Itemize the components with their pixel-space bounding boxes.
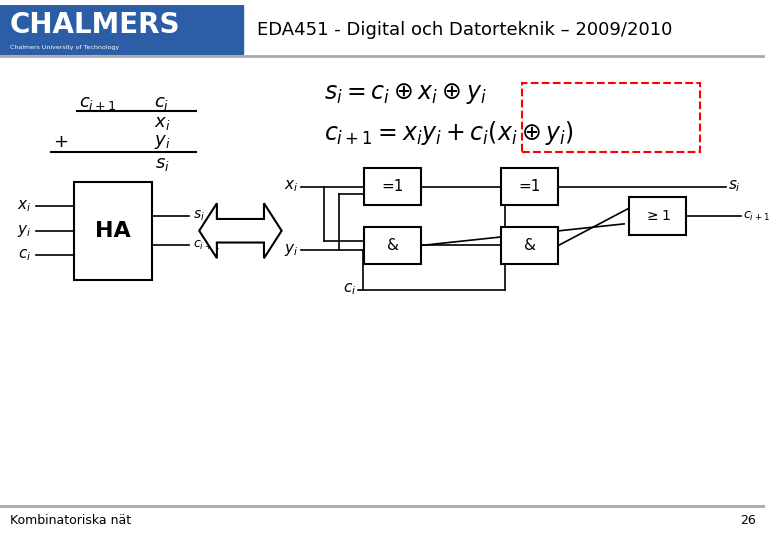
Text: $c_{i+1}$: $c_{i+1}$ (193, 239, 220, 252)
Text: $x_i$: $x_i$ (284, 179, 298, 194)
Text: $c_{i+1}$: $c_{i+1}$ (80, 94, 117, 112)
Text: Kombinatoriska nät: Kombinatoriska nät (10, 514, 131, 526)
Text: &: & (387, 238, 399, 253)
Bar (364, 227, 421, 264)
Text: $s_i$: $s_i$ (193, 209, 205, 223)
Text: CHALMERS: CHALMERS (10, 11, 180, 39)
Text: $+$: $+$ (53, 133, 69, 151)
Text: $y_i$: $y_i$ (17, 222, 31, 239)
Text: $c_{i+1} = x_i y_i + c_i(x_i \oplus y_i)$: $c_{i+1} = x_i y_i + c_i(x_i \oplus y_i)… (324, 119, 573, 147)
Text: 26: 26 (740, 514, 756, 526)
Text: $c_i$: $c_i$ (154, 94, 169, 112)
Text: $x_i$: $x_i$ (154, 114, 170, 132)
Bar (502, 168, 558, 205)
Text: =1: =1 (519, 179, 541, 194)
Text: &: & (524, 238, 536, 253)
Polygon shape (199, 203, 282, 258)
Text: $s_i = c_i \oplus x_i \oplus y_i$: $s_i = c_i \oplus x_i \oplus y_i$ (324, 81, 487, 106)
Bar (502, 227, 558, 264)
Text: $y_i$: $y_i$ (284, 242, 298, 258)
Text: Chalmers University of Technology: Chalmers University of Technology (10, 45, 119, 50)
Bar (73, 181, 152, 280)
Bar (0, 5, 243, 54)
Text: $c_i$: $c_i$ (18, 247, 31, 263)
Text: =1: =1 (381, 179, 404, 194)
Text: $s_i$: $s_i$ (729, 179, 741, 194)
Text: $y_i$: $y_i$ (154, 133, 170, 151)
Text: EDA451 - Digital och Datorteknik – 2009/2010: EDA451 - Digital och Datorteknik – 2009/… (257, 21, 672, 38)
Text: $c_{i+1}$: $c_{i+1}$ (743, 210, 770, 222)
Text: $\geq$1: $\geq$1 (644, 209, 671, 223)
Bar (364, 168, 421, 205)
Text: HA: HA (95, 221, 131, 241)
Bar (629, 198, 686, 235)
Text: $c_i$: $c_i$ (343, 282, 356, 298)
Text: $s_i$: $s_i$ (154, 155, 169, 173)
Text: $x_i$: $x_i$ (17, 198, 31, 214)
